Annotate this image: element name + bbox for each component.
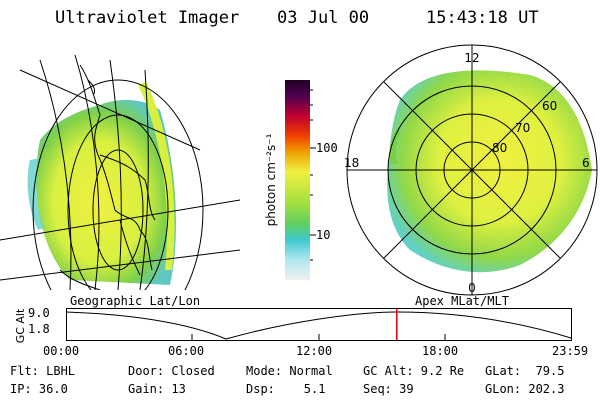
polar-plot: 12 18 6 0 60 70 80 [344, 44, 598, 296]
status-mode: Mode: Normal [246, 364, 333, 378]
mlt-label-18: 18 [344, 156, 359, 170]
colorbar-tick-10: 10 [316, 228, 331, 242]
status-dsp: Dsp: 5.1 [246, 382, 326, 396]
time-tick-0000: 00:00 [43, 344, 80, 358]
lat-label-80: 80 [492, 141, 507, 155]
time-tick-0600: 06:00 [168, 344, 205, 358]
timeline-right-label: Apex MLat/MLT [415, 294, 509, 308]
status-ip: IP: 36.0 [10, 382, 68, 396]
lat-label-70: 70 [515, 121, 530, 135]
status-door: Door: Closed [128, 364, 215, 378]
edge-emission [27, 158, 44, 230]
orbit-timeline [66, 308, 572, 341]
color-scale-bar: photon cm⁻²s⁻¹ [264, 80, 316, 280]
gc-alt-label: GC Alt [14, 308, 27, 343]
altitude-curve [66, 311, 572, 340]
limb-emission [138, 82, 175, 270]
status-seq: Seq: 39 [363, 382, 414, 396]
status-glat: GLat: 79.5 [485, 364, 565, 378]
timeline-axis-label: GC Alt [14, 308, 27, 343]
status-filter: Flt: LBHL [10, 364, 76, 378]
status-gc-alt: GC Alt: 9.2 Re [363, 364, 465, 378]
instrument-title: Ultraviolet Imager [55, 8, 240, 28]
colorbar-tick-100: 100 [316, 141, 338, 155]
polar-grid [346, 44, 598, 296]
status-gain: Gain: 13 [128, 382, 186, 396]
coastlines [59, 64, 156, 290]
color-scale-ticks [310, 89, 316, 261]
mlt-label-0: 0 [468, 281, 476, 295]
mlt-label-6: 6 [582, 156, 590, 170]
y-top-label: 9.0 [28, 306, 50, 320]
time-tick-1200: 12:00 [296, 344, 333, 358]
date-label: 03 Jul 00 [277, 8, 370, 28]
timeline-left-label: Geographic Lat/Lon [70, 294, 201, 308]
time-tick-1800: 18:00 [422, 344, 459, 358]
time-label: 15:43:18 UT [426, 8, 539, 28]
status-glon: GLon: 202.3 [485, 382, 565, 396]
lat-lon-grid [0, 54, 240, 290]
mlt-label-12: 12 [464, 51, 479, 65]
lat-label-60: 60 [542, 99, 557, 113]
dusk-arc [389, 130, 402, 165]
time-ticks [191, 334, 446, 341]
time-tick-2359: 23:59 [552, 344, 589, 358]
color-scale-unit: photon cm⁻²s⁻¹ [264, 133, 278, 226]
y-bottom-label: 1.8 [28, 322, 50, 336]
geographic-image [0, 54, 240, 290]
auroral-oval [387, 70, 592, 273]
color-gradient [285, 80, 310, 280]
